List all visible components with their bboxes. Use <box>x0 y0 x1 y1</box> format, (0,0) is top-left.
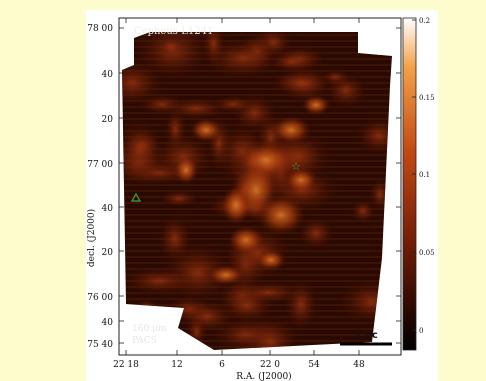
cloud-patch <box>270 71 331 95</box>
filament-patch <box>174 156 198 184</box>
y-axis-label: decl. (J2000) <box>86 209 97 267</box>
emission-structure <box>122 32 392 350</box>
y-tick-label: 20 <box>102 248 114 258</box>
y-tick-label: 20 <box>102 115 114 125</box>
colorbar-label: 0.2 <box>419 17 430 25</box>
y-tick-labels: 78 00 40 20 77 00 40 20 76 00 40 75 40 <box>87 24 113 350</box>
cloud-patch <box>178 299 235 334</box>
filament-patch <box>271 116 311 144</box>
colorbar-labels: 0.2 0.15 0.1 0.05 0 <box>419 17 435 335</box>
cloud-patch <box>350 199 376 223</box>
y-tick-label: 77 00 <box>87 160 113 170</box>
colorbar-label: 0.05 <box>419 249 435 257</box>
colorbar-label: 0.15 <box>419 94 435 102</box>
filament-patch <box>285 168 317 192</box>
x-axis-label: R.A. (J2000) <box>236 371 291 381</box>
y-tick-label: 40 <box>102 318 114 328</box>
cloud-patch <box>159 190 199 208</box>
filament-patch <box>208 265 244 285</box>
cloud-patch <box>241 315 300 350</box>
cloud-patch <box>157 214 192 264</box>
cloud-patch <box>122 267 197 295</box>
colorbar-label: 0 <box>419 327 423 335</box>
x-tick-label: 22 18 <box>113 360 139 370</box>
wavelength-label: 160 μm <box>132 324 167 334</box>
y-tick-label: 78 00 <box>87 24 113 34</box>
cloud-patch <box>211 95 256 113</box>
colorbar-label: 0.1 <box>419 171 430 179</box>
colorbar-ticks <box>412 19 416 331</box>
filament-patch <box>257 195 305 235</box>
x-tick-label: 6 <box>219 360 225 370</box>
cloud-patch <box>158 38 184 56</box>
colorbar <box>402 17 417 351</box>
cloud-patch <box>297 217 335 250</box>
cloud-patch <box>122 119 164 180</box>
x-tick-labels: 22 18 12 6 22 0 54 48 <box>113 360 365 370</box>
cloud-patch <box>164 108 187 151</box>
axis-ticks <box>119 18 401 355</box>
instrument-label: PACS <box>132 336 157 346</box>
scale-bar-label: 2 pc <box>354 330 378 341</box>
cloud-patch <box>325 73 367 108</box>
cloud-patch <box>122 59 164 107</box>
cloud-patch <box>201 32 226 68</box>
x-tick-label: 12 <box>171 360 182 370</box>
figure-title: Cepheus-L1241 <box>134 26 213 37</box>
figure-svg: Cepheus-L1241 ☆ 160 μm PACS 2 pc 78 00 4… <box>86 17 435 381</box>
filament-patch <box>222 185 250 225</box>
star-marker-icon: ☆ <box>291 160 301 173</box>
filament-patch <box>190 118 222 142</box>
y-tick-label: 40 <box>102 204 114 214</box>
filament-patch <box>257 250 285 270</box>
y-tick-label: 75 40 <box>87 340 113 350</box>
dust-map <box>122 32 392 350</box>
figure-panel: Cepheus-L1241 ☆ 160 μm PACS 2 pc 78 00 4… <box>86 10 438 381</box>
x-tick-label: 48 <box>353 360 365 370</box>
x-tick-label: 54 <box>308 360 320 370</box>
filament-patch <box>228 226 264 254</box>
filament-patch <box>302 95 330 115</box>
y-tick-label: 76 00 <box>87 293 113 303</box>
triangle-marker-icon <box>130 192 142 202</box>
y-tick-label: 40 <box>102 70 114 80</box>
x-tick-label: 22 0 <box>260 360 280 370</box>
